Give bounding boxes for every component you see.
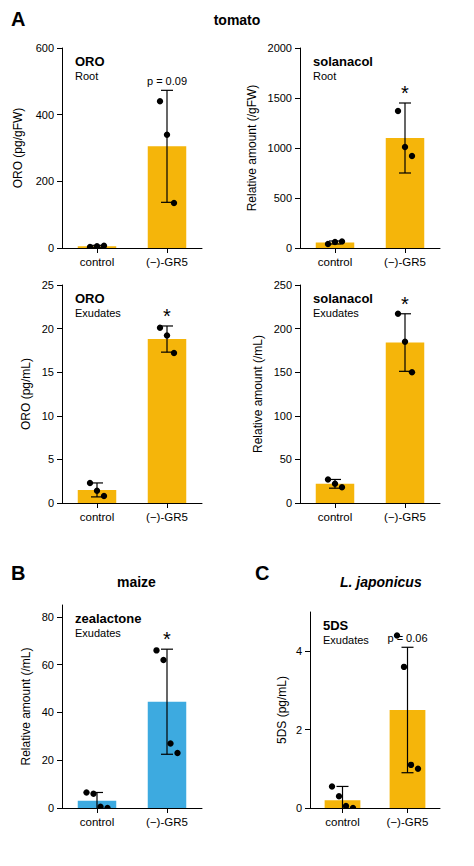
svg-text:(−)-GR5: (−)-GR5 [384,256,426,268]
svg-text:Exudates: Exudates [75,627,121,639]
svg-text:40: 40 [42,706,54,718]
svg-text:2000: 2000 [268,42,292,54]
svg-text:Root: Root [313,70,336,82]
svg-text:150: 150 [274,366,292,378]
svg-text:control: control [318,256,353,268]
svg-text:solanacol: solanacol [313,54,373,69]
svg-text:5DS (pg/mL): 5DS (pg/mL) [275,676,289,744]
svg-text:Exudates: Exudates [313,307,359,319]
svg-text:400: 400 [36,109,54,121]
svg-text:tomato: tomato [214,12,261,28]
svg-text:L. japonicus: L. japonicus [340,574,422,590]
svg-text:1000: 1000 [268,142,292,154]
svg-text:*: * [163,305,171,327]
svg-text:600: 600 [36,42,54,54]
svg-text:solanacol: solanacol [313,291,373,306]
svg-text:A: A [11,8,25,30]
svg-text:50: 50 [280,453,292,465]
svg-text:100: 100 [274,410,292,422]
svg-text:(−)-GR5: (−)-GR5 [146,511,188,523]
svg-text:Relative amount (/mL): Relative amount (/mL) [251,335,265,453]
svg-text:*: * [163,628,171,650]
svg-text:20: 20 [42,754,54,766]
svg-text:0: 0 [48,802,54,814]
svg-text:control: control [318,511,353,523]
svg-text:control: control [80,511,115,523]
svg-text:25: 25 [42,279,54,291]
svg-text:Root: Root [75,70,98,82]
svg-text:(−)-GR5: (−)-GR5 [387,816,429,828]
svg-text:Relative amount (/mL): Relative amount (/mL) [19,647,33,765]
svg-text:control: control [80,256,115,268]
svg-text:10: 10 [42,410,54,422]
svg-text:200: 200 [274,323,292,335]
svg-text:ORO (pg/mL): ORO (pg/mL) [19,358,33,430]
svg-text:zealactone: zealactone [75,611,141,626]
svg-text:500: 500 [274,192,292,204]
svg-text:maize: maize [117,574,156,590]
svg-text:p = 0.09: p = 0.09 [147,75,187,87]
svg-text:200: 200 [36,175,54,187]
svg-text:ORO (pg/gFW): ORO (pg/gFW) [11,108,25,189]
svg-text:60: 60 [42,659,54,671]
svg-text:Exudates: Exudates [75,307,121,319]
svg-text:Exudates: Exudates [323,634,369,646]
svg-text:(−)-GR5: (−)-GR5 [384,511,426,523]
svg-text:B: B [11,562,25,584]
svg-text:5DS: 5DS [323,618,349,633]
svg-text:*: * [401,293,409,315]
svg-text:0: 0 [296,802,302,814]
svg-text:ORO: ORO [75,54,105,69]
svg-text:control: control [80,816,115,828]
svg-text:0: 0 [48,497,54,509]
svg-text:15: 15 [42,366,54,378]
svg-text:ORO: ORO [75,291,105,306]
svg-text:4: 4 [296,645,302,657]
svg-text:p = 0.06: p = 0.06 [387,632,427,644]
svg-text:2: 2 [296,724,302,736]
svg-text:C: C [255,562,269,584]
svg-text:80: 80 [42,611,54,623]
svg-text:Relative amount (/gFW): Relative amount (/gFW) [245,85,259,212]
svg-text:20: 20 [42,323,54,335]
svg-text:(−)-GR5: (−)-GR5 [146,816,188,828]
svg-text:1500: 1500 [268,92,292,104]
svg-text:0: 0 [286,242,292,254]
svg-text:0: 0 [48,242,54,254]
svg-text:*: * [401,82,409,104]
svg-text:250: 250 [274,279,292,291]
svg-text:(−)-GR5: (−)-GR5 [146,256,188,268]
svg-text:0: 0 [286,497,292,509]
svg-text:control: control [325,816,360,828]
svg-text:5: 5 [48,453,54,465]
